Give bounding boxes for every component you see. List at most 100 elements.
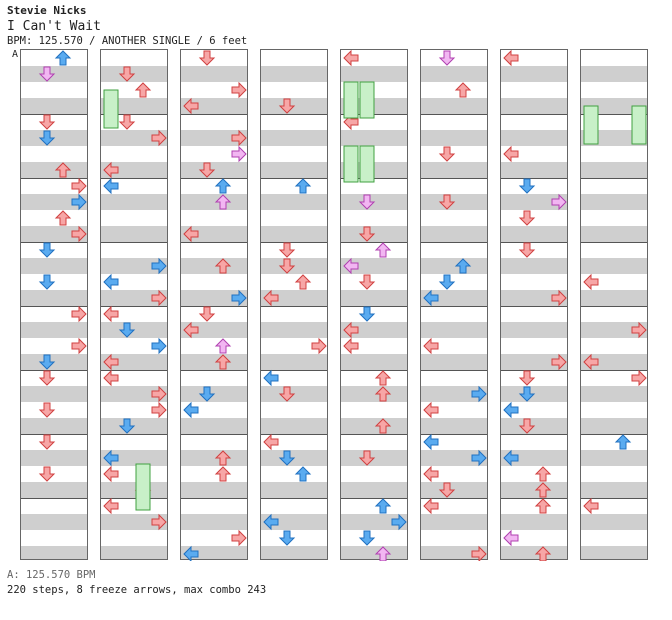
up-arrow-note — [534, 498, 552, 514]
left-arrow-note — [583, 353, 599, 371]
up-arrow-note — [534, 466, 552, 482]
left-arrow-note — [103, 497, 119, 515]
up-arrow-note — [534, 482, 552, 498]
right-arrow-note — [391, 513, 407, 531]
measure-line — [181, 178, 247, 179]
up-arrow-note — [374, 370, 392, 386]
up-arrow-note — [374, 386, 392, 402]
left-arrow-note — [343, 321, 359, 339]
measure-line — [101, 114, 167, 115]
measure-line — [21, 178, 87, 179]
note-layer — [38, 50, 87, 482]
measure-line — [261, 114, 327, 115]
left-arrow-note — [423, 497, 439, 515]
left-arrow-note — [183, 545, 199, 561]
up-arrow-note — [374, 546, 392, 561]
down-arrow-note — [278, 258, 296, 274]
measure-line — [261, 498, 327, 499]
left-arrow-note — [103, 369, 119, 387]
right-arrow-note — [151, 385, 167, 403]
measure-line — [421, 178, 487, 179]
right-arrow-note — [631, 321, 647, 339]
up-arrow-note — [214, 466, 232, 482]
left-arrow-note — [503, 50, 519, 67]
down-arrow-note — [438, 482, 456, 498]
down-arrow-note — [278, 98, 296, 114]
left-arrow-note — [103, 161, 119, 179]
left-arrow-note — [423, 289, 439, 307]
right-arrow-note — [231, 129, 247, 147]
right-arrow-note — [231, 145, 247, 163]
measure-line — [101, 434, 167, 435]
measure-line — [181, 498, 247, 499]
measure-line — [181, 306, 247, 307]
right-arrow-note — [151, 337, 167, 355]
measure-line — [21, 242, 87, 243]
measure-line — [581, 498, 647, 499]
measure-line — [21, 306, 87, 307]
right-arrow-note — [71, 225, 87, 243]
measure-line — [501, 306, 567, 307]
measure-line — [581, 434, 647, 435]
left-arrow-note — [183, 225, 199, 243]
up-arrow-note — [534, 546, 552, 561]
left-arrow-note — [503, 449, 519, 467]
right-arrow-note — [71, 193, 87, 211]
measure-line — [261, 434, 327, 435]
measure-line — [101, 498, 167, 499]
down-arrow-note — [438, 50, 456, 66]
down-arrow-note — [278, 242, 296, 258]
down-arrow-note — [198, 306, 216, 322]
measure-line — [341, 370, 407, 371]
left-arrow-note — [103, 449, 119, 467]
right-arrow-note — [151, 513, 167, 531]
note-layer — [583, 105, 647, 515]
up-arrow-note — [454, 258, 472, 274]
down-arrow-note — [518, 178, 536, 194]
down-arrow-note — [358, 530, 376, 546]
right-arrow-note — [71, 177, 87, 195]
left-arrow-note — [503, 529, 519, 547]
down-arrow-note — [358, 306, 376, 322]
right-arrow-note — [71, 337, 87, 355]
down-arrow-note — [358, 274, 376, 290]
chart-column-3 — [180, 49, 248, 561]
down-arrow-note — [198, 386, 216, 402]
right-arrow-note — [311, 337, 327, 355]
down-arrow-note — [518, 370, 536, 386]
measure-line — [581, 114, 647, 115]
left-arrow-note — [423, 401, 439, 419]
note-layer — [343, 50, 407, 561]
up-arrow-note — [54, 162, 72, 178]
chart-column-1 — [20, 49, 88, 560]
up-arrow-note — [214, 258, 232, 274]
right-arrow-note — [551, 353, 567, 371]
up-arrow-note — [374, 418, 392, 434]
up-arrow-note — [54, 210, 72, 226]
down-arrow-note — [118, 418, 136, 434]
down-arrow-note — [518, 210, 536, 226]
down-arrow-note — [38, 466, 56, 482]
down-arrow-note — [358, 194, 376, 210]
left-arrow-note — [503, 145, 519, 163]
measure-line — [21, 370, 87, 371]
left-arrow-note — [103, 465, 119, 483]
up-arrow-note — [214, 450, 232, 466]
measure-line — [501, 114, 567, 115]
down-arrow-note — [278, 450, 296, 466]
right-arrow-note — [151, 401, 167, 419]
measure-line — [181, 114, 247, 115]
up-arrow-note — [374, 498, 392, 514]
up-arrow-note — [294, 178, 312, 194]
left-arrow-note — [183, 321, 199, 339]
right-arrow-note — [631, 369, 647, 387]
measure-line — [101, 306, 167, 307]
left-arrow-note — [183, 401, 199, 419]
measure-line — [421, 370, 487, 371]
measure-line — [501, 242, 567, 243]
measure-line — [21, 498, 87, 499]
down-arrow-note — [518, 242, 536, 258]
down-arrow-note — [118, 66, 136, 82]
left-arrow-note — [263, 513, 279, 531]
measure-line — [101, 370, 167, 371]
